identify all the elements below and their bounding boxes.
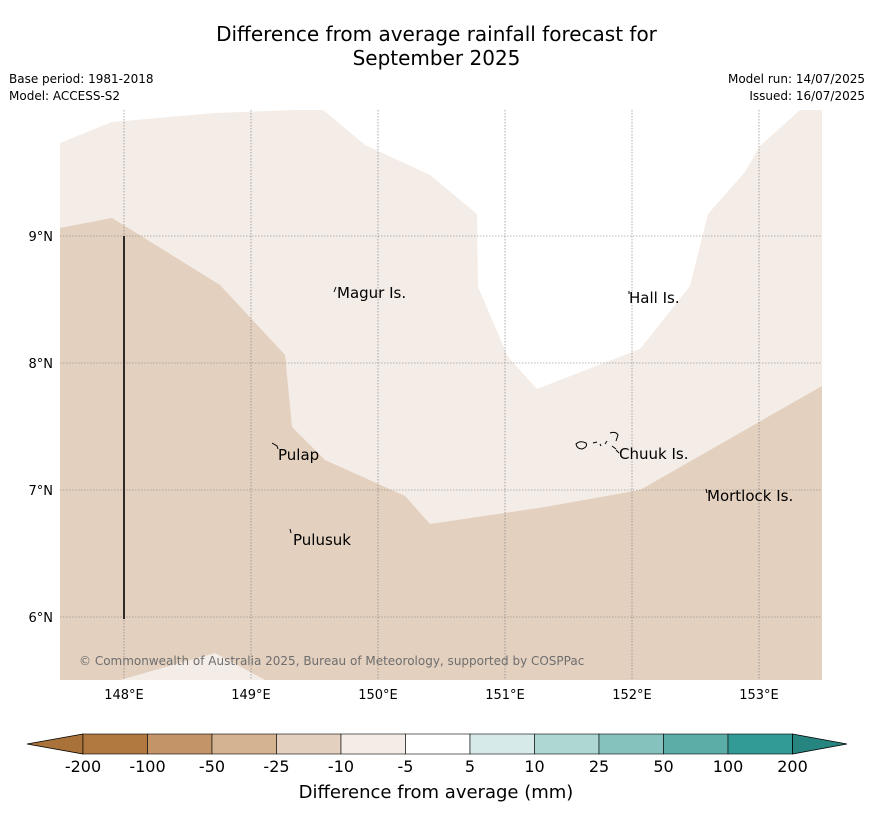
lon-tick-149: 149°E <box>231 688 271 703</box>
chuuk-island-shape-2 <box>592 441 602 447</box>
colorbar-tick-label: 5 <box>465 757 475 776</box>
islands <box>271 286 708 534</box>
place-label-pulusuk: Pulusuk <box>293 531 351 549</box>
copyright-text: © Commonwealth of Australia 2025, Bureau… <box>79 654 584 668</box>
title-line-2: September 2025 <box>352 46 521 70</box>
colorbar-segment <box>534 733 600 755</box>
map-area: Magur Is. Hall Is. Pulap Chuuk Is. Mortl… <box>60 110 822 680</box>
latitude-ticks: 9°N 8°N 7°N 6°N <box>29 230 54 626</box>
band-minus-10-south <box>120 653 265 680</box>
colorbar-tick-label: 100 <box>713 757 744 776</box>
pulap-island-shape <box>271 442 279 450</box>
magur-island-shape <box>333 286 337 293</box>
base-period-text: Base period: 1981-2018 <box>9 72 154 86</box>
mortlock-island-shape <box>705 488 708 494</box>
model-text: Model: ACCESS-S2 <box>9 89 121 103</box>
colorbar-tick-label: -25 <box>263 757 289 776</box>
colorbar-tick-label: 200 <box>777 757 808 776</box>
lon-tick-153: 153°E <box>739 688 779 703</box>
place-label-chuuk: Chuuk Is. <box>619 445 688 463</box>
chuuk-island-shape-3 <box>604 431 620 454</box>
gridlines <box>60 110 822 680</box>
colorbar-segment <box>211 733 277 755</box>
chuuk-island-shape-1 <box>575 441 587 450</box>
place-label-hall: Hall Is. <box>629 289 680 307</box>
colorbar-segment <box>598 733 664 755</box>
title-line-1: Difference from average rainfall forecas… <box>216 22 657 46</box>
place-label-magur: Magur Is. <box>337 284 406 302</box>
colorbar-tick-label: -10 <box>328 757 354 776</box>
lat-tick-8: 8°N <box>29 357 54 372</box>
model-run-text: Model run: 14/07/2025 <box>727 72 865 86</box>
colorbar-segment <box>82 733 148 755</box>
colorbar-labels: -200 -100 -50 -25 -10 -5 5 10 25 50 100 200 <box>65 757 808 776</box>
colorbar-tick-label: -100 <box>129 757 165 776</box>
colorbar-tick-label: 10 <box>524 757 544 776</box>
issued-text: Issued: 16/07/2025 <box>749 89 865 103</box>
colorbar-extend-high <box>792 733 848 755</box>
colorbar-segment <box>405 733 471 755</box>
map-title: Difference from average rainfall forecas… <box>0 22 873 70</box>
colorbar-segment <box>663 733 729 755</box>
colorbar-tick-label: -200 <box>65 757 101 776</box>
colorbar-tick-label: -5 <box>398 757 414 776</box>
colorbar-segment <box>276 733 342 755</box>
longitude-ticks: 148°E 149°E 150°E 151°E 152°E 153°E <box>104 688 779 703</box>
lat-tick-9: 9°N <box>29 230 54 245</box>
colorbar-title: Difference from average (mm) <box>299 782 574 803</box>
colorbar-segment <box>727 733 793 755</box>
colorbar-segment <box>147 733 213 755</box>
colorbar-extend-low <box>26 733 84 755</box>
meta-left: Base period: 1981-2018 Model: ACCESS-S2 <box>9 71 154 105</box>
meta-right: Model run: 14/07/2025 Issued: 16/07/2025 <box>728 71 865 105</box>
colorbar-tick-label: 25 <box>589 757 609 776</box>
lon-tick-151: 151°E <box>485 688 525 703</box>
colorbar-tick-label: 50 <box>653 757 673 776</box>
place-label-pulap: Pulap <box>278 446 319 464</box>
lon-tick-150: 150°E <box>358 688 398 703</box>
band-minus-25 <box>60 218 822 680</box>
place-label-mortlock: Mortlock Is. <box>707 487 793 505</box>
lon-tick-152: 152°E <box>612 688 652 703</box>
pulusuk-island-shape <box>289 528 292 534</box>
colorbar-segment <box>469 733 535 755</box>
colorbar-tick-label: -50 <box>199 757 225 776</box>
lat-tick-6: 6°N <box>29 611 54 626</box>
colorbar <box>26 733 848 755</box>
colorbar-segment <box>340 733 406 755</box>
lat-tick-7: 7°N <box>29 484 54 499</box>
lon-tick-148: 148°E <box>104 688 144 703</box>
